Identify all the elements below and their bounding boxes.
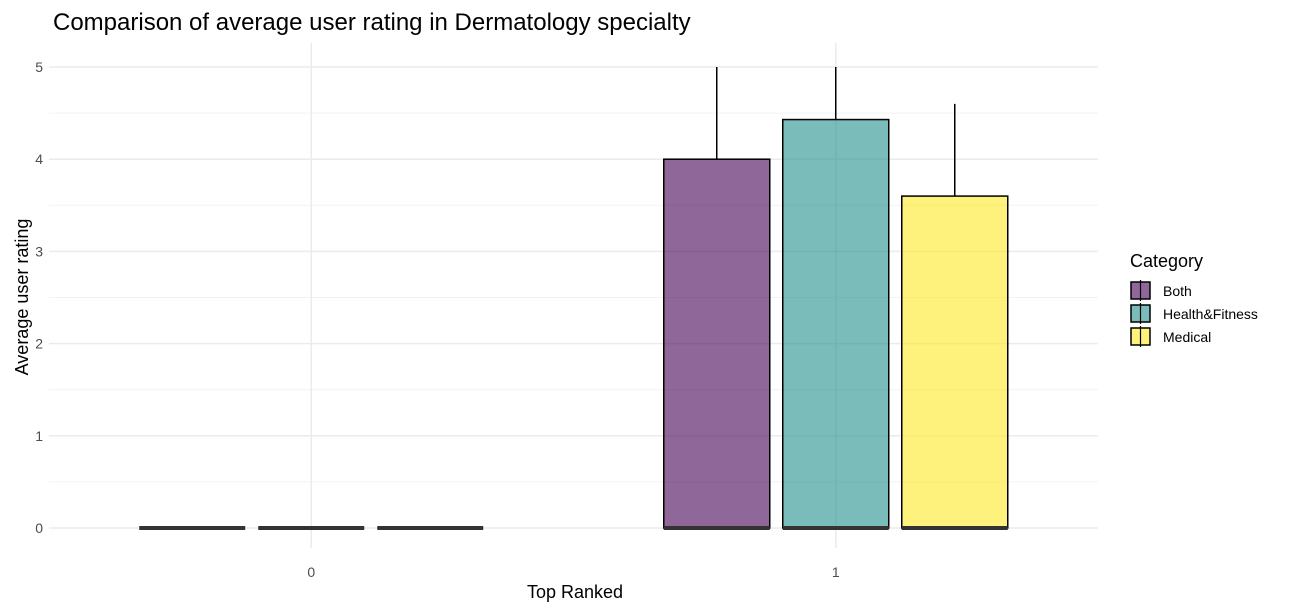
y-tick-label: 0 bbox=[35, 520, 43, 536]
y-tick-label: 2 bbox=[35, 336, 43, 352]
y-axis-title: Average user rating bbox=[12, 219, 32, 376]
bar bbox=[782, 118, 890, 529]
x-axis-title: Top Ranked bbox=[527, 582, 623, 602]
legend-label: Medical bbox=[1163, 329, 1211, 345]
y-tick-label: 3 bbox=[35, 243, 43, 259]
y-tick-label: 5 bbox=[35, 59, 43, 75]
legend-title: Category bbox=[1130, 251, 1203, 271]
legend: Category Both Health&Fitness Medical bbox=[1130, 251, 1258, 347]
bar bbox=[663, 158, 771, 529]
chart-title: Comparison of average user rating in Der… bbox=[53, 9, 691, 36]
y-axis: 0 1 2 3 4 5 bbox=[35, 59, 43, 536]
legend-label: Both bbox=[1163, 283, 1192, 299]
bars bbox=[139, 67, 1009, 530]
x-tick-label: 1 bbox=[832, 564, 840, 580]
bar bbox=[901, 195, 1009, 529]
x-tick-label: 0 bbox=[307, 564, 315, 580]
legend-label: Health&Fitness bbox=[1163, 306, 1258, 322]
y-tick-label: 1 bbox=[35, 428, 43, 444]
y-tick-label: 4 bbox=[35, 151, 43, 167]
